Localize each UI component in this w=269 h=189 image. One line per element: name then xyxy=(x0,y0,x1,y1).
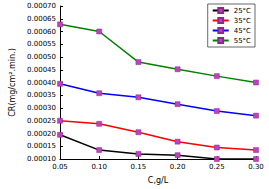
svg-text:0.00010: 0.00010 xyxy=(27,155,56,163)
svg-text:0.00040: 0.00040 xyxy=(27,79,56,87)
svg-text:0.00065: 0.00065 xyxy=(27,15,56,23)
svg-text:0.10: 0.10 xyxy=(91,163,107,171)
svg-text:0.00060: 0.00060 xyxy=(27,28,56,36)
svg-text:0.25: 0.25 xyxy=(209,163,225,171)
svg-text:0.00050: 0.00050 xyxy=(27,53,56,61)
svg-text:0.05: 0.05 xyxy=(52,163,68,171)
svg-text:0.00035: 0.00035 xyxy=(27,91,56,99)
svg-text:0.20: 0.20 xyxy=(170,163,186,171)
svg-text:0.00020: 0.00020 xyxy=(27,130,56,138)
svg-text:0.00015: 0.00015 xyxy=(27,142,56,150)
svg-text:0.15: 0.15 xyxy=(131,163,147,171)
svg-text:C,g/L: C,g/L xyxy=(148,176,169,185)
svg-text:0.30: 0.30 xyxy=(248,163,264,171)
svg-text:CR(mg/cm².min.): CR(mg/cm².min.) xyxy=(8,48,17,117)
svg-text:0.00045: 0.00045 xyxy=(27,66,56,74)
svg-text:0.00030: 0.00030 xyxy=(27,104,56,112)
svg-text:0.00025: 0.00025 xyxy=(27,117,56,125)
svg-text:0.00070: 0.00070 xyxy=(27,2,56,10)
svg-text:25°C: 25°C xyxy=(234,7,251,15)
svg-text:55°C: 55°C xyxy=(234,37,251,45)
svg-text:0.00055: 0.00055 xyxy=(27,40,56,48)
svg-text:45°C: 45°C xyxy=(234,27,251,35)
svg-text:35°C: 35°C xyxy=(234,17,251,25)
